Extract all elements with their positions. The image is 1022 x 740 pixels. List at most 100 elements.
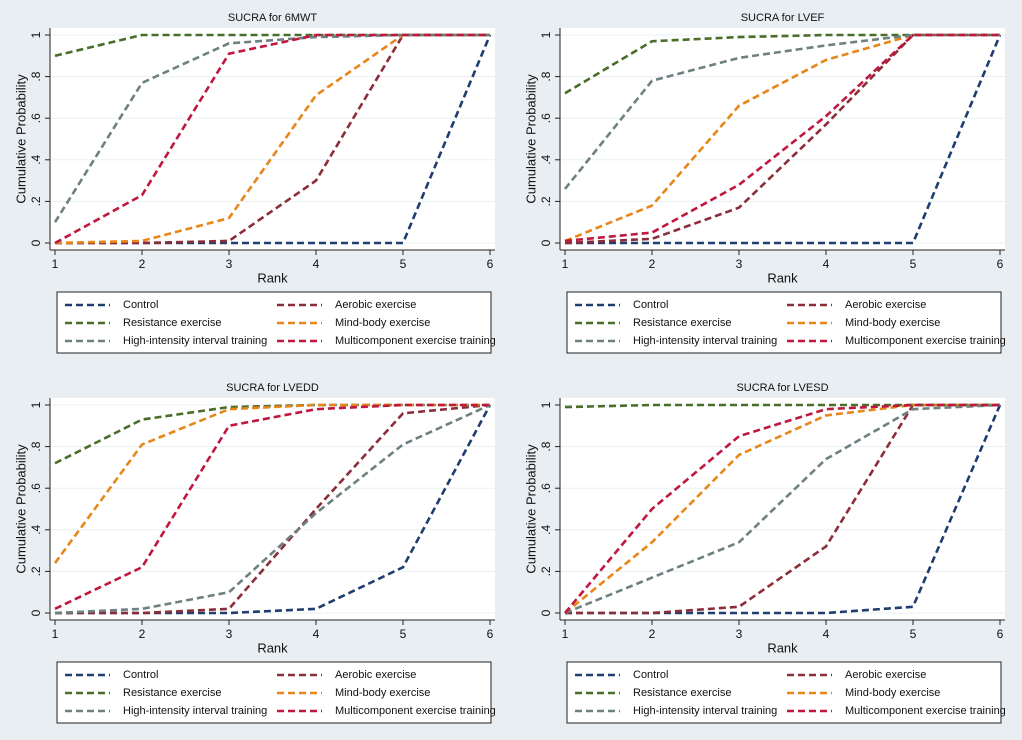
series-line bbox=[53, 33, 490, 223]
legend-label: High-intensity interval training bbox=[123, 335, 267, 347]
legend-label: Resistance exercise bbox=[633, 687, 731, 699]
series-line bbox=[54, 403, 490, 611]
legend-label: High-intensity interval training bbox=[633, 705, 777, 717]
y-tick-label: .8 bbox=[29, 441, 43, 451]
legend-label: Resistance exercise bbox=[123, 687, 221, 699]
legend-box bbox=[566, 291, 1002, 354]
legend-label: Multicomponent exercise training bbox=[335, 335, 496, 347]
x-tick-label: 5 bbox=[400, 627, 407, 641]
x-tick-label: 2 bbox=[139, 627, 146, 641]
legend-label: Aerobic exercise bbox=[335, 299, 416, 311]
x-tick-label: 4 bbox=[823, 627, 830, 641]
x-axis-title: Rank bbox=[767, 270, 798, 285]
x-tick-label: 4 bbox=[313, 257, 320, 271]
x-tick-label: 1 bbox=[52, 257, 59, 271]
x-axis-title: Rank bbox=[257, 270, 288, 285]
legend-label: High-intensity interval training bbox=[123, 705, 267, 717]
legend-label: Mind-body exercise bbox=[335, 687, 430, 699]
x-tick-label: 6 bbox=[997, 627, 1004, 641]
x-tick-label: 4 bbox=[823, 257, 830, 271]
series-line bbox=[54, 403, 491, 615]
legend-label: Multicomponent exercise training bbox=[845, 335, 1006, 347]
x-tick-label: 3 bbox=[226, 257, 233, 271]
series-line bbox=[54, 33, 490, 245]
chart-title: SUCRA for LVEF bbox=[741, 12, 825, 24]
panel: SUCRA for LVEDD 0 .2 .4 .6 .8 1 1 2 3 4 5 6 Rank Cumul… bbox=[13, 382, 496, 724]
chart-title: SUCRA for LVESD bbox=[736, 382, 828, 394]
x-tick-label: 3 bbox=[736, 627, 743, 641]
x-tick-label: 6 bbox=[487, 627, 494, 641]
series-line bbox=[564, 33, 1000, 245]
y-tick-label: .2 bbox=[539, 196, 553, 206]
y-tick-label: .8 bbox=[29, 71, 43, 81]
x-tick-label: 1 bbox=[562, 627, 569, 641]
legend-label: Mind-body exercise bbox=[845, 687, 940, 699]
y-axis-title: Cumulative Probability bbox=[13, 74, 28, 204]
y-tick-label: 0 bbox=[539, 609, 553, 616]
y-tick-label: 1 bbox=[539, 401, 553, 408]
x-tick-label: 2 bbox=[139, 257, 146, 271]
series-line bbox=[54, 33, 490, 245]
legend-label: High-intensity interval training bbox=[633, 335, 777, 347]
y-axis-title: Cumulative Probability bbox=[523, 74, 538, 204]
y-tick-label: 1 bbox=[29, 31, 43, 38]
y-tick-label: .4 bbox=[29, 154, 43, 164]
legend-label: Resistance exercise bbox=[633, 317, 731, 329]
y-tick-label: .4 bbox=[539, 154, 553, 164]
legend-label: Multicomponent exercise training bbox=[335, 705, 496, 717]
y-tick-label: .6 bbox=[29, 483, 43, 493]
legend-label: Resistance exercise bbox=[123, 317, 221, 329]
panel: SUCRA for LVEF 0 .2 .4 .6 .8 1 1 2 3 4 5 6 Rank Cumula… bbox=[523, 12, 1006, 354]
x-tick-label: 6 bbox=[487, 257, 494, 271]
legend-label: Mind-body exercise bbox=[335, 317, 430, 329]
series-line bbox=[564, 33, 1000, 243]
x-tick-label: 5 bbox=[400, 257, 407, 271]
x-axis-title: Rank bbox=[767, 640, 798, 655]
y-tick-label: .6 bbox=[29, 113, 43, 123]
legend-label: Mind-body exercise bbox=[845, 317, 940, 329]
chart-title: SUCRA for 6MWT bbox=[228, 12, 318, 24]
series-line bbox=[564, 403, 1000, 614]
panel: SUCRA for 6MWT 0 .2 .4 .6 .8 1 1 2 3 4 5 6 Rank Cumula… bbox=[13, 12, 496, 354]
legend-label: Aerobic exercise bbox=[845, 299, 926, 311]
x-axis-title: Rank bbox=[257, 640, 288, 655]
x-tick-label: 1 bbox=[562, 257, 569, 271]
y-tick-label: .6 bbox=[539, 483, 553, 493]
y-tick-label: .2 bbox=[29, 566, 43, 576]
y-axis-title: Cumulative Probability bbox=[523, 444, 538, 574]
panel: SUCRA for LVESD 0 .2 .4 .6 .8 1 1 2 3 4 5 6 Rank Cumul… bbox=[523, 382, 1006, 724]
legend-label: Control bbox=[633, 299, 668, 311]
x-tick-label: 2 bbox=[649, 257, 656, 271]
y-tick-label: .2 bbox=[29, 196, 43, 206]
plot-area bbox=[50, 28, 495, 250]
plot-area bbox=[560, 28, 1005, 250]
legend-label: Aerobic exercise bbox=[845, 669, 926, 681]
y-tick-label: .6 bbox=[539, 113, 553, 123]
plot-area bbox=[560, 398, 1005, 620]
x-tick-label: 5 bbox=[910, 257, 917, 271]
legend-label: Control bbox=[123, 669, 158, 681]
legend-label: Control bbox=[123, 299, 158, 311]
legend-label: Multicomponent exercise training bbox=[845, 705, 1006, 717]
x-tick-label: 4 bbox=[313, 627, 320, 641]
y-tick-label: 0 bbox=[29, 609, 43, 616]
legend-box bbox=[566, 661, 1002, 724]
x-tick-label: 2 bbox=[649, 627, 656, 641]
y-tick-label: .2 bbox=[539, 566, 553, 576]
series-line bbox=[54, 403, 490, 465]
series-line bbox=[564, 403, 1001, 615]
y-axis-title: Cumulative Probability bbox=[13, 444, 28, 574]
y-tick-label: 0 bbox=[539, 239, 553, 246]
x-tick-label: 6 bbox=[997, 257, 1004, 271]
series-line bbox=[565, 34, 1002, 245]
legend-label: Control bbox=[633, 669, 668, 681]
y-tick-label: .8 bbox=[539, 441, 553, 451]
y-tick-label: 1 bbox=[29, 401, 43, 408]
y-tick-label: .4 bbox=[29, 524, 43, 534]
y-tick-label: 1 bbox=[539, 31, 553, 38]
chart-title: SUCRA for LVEDD bbox=[226, 382, 319, 394]
x-tick-label: 1 bbox=[52, 627, 59, 641]
y-tick-label: .4 bbox=[539, 524, 553, 534]
legend-box bbox=[56, 291, 492, 354]
